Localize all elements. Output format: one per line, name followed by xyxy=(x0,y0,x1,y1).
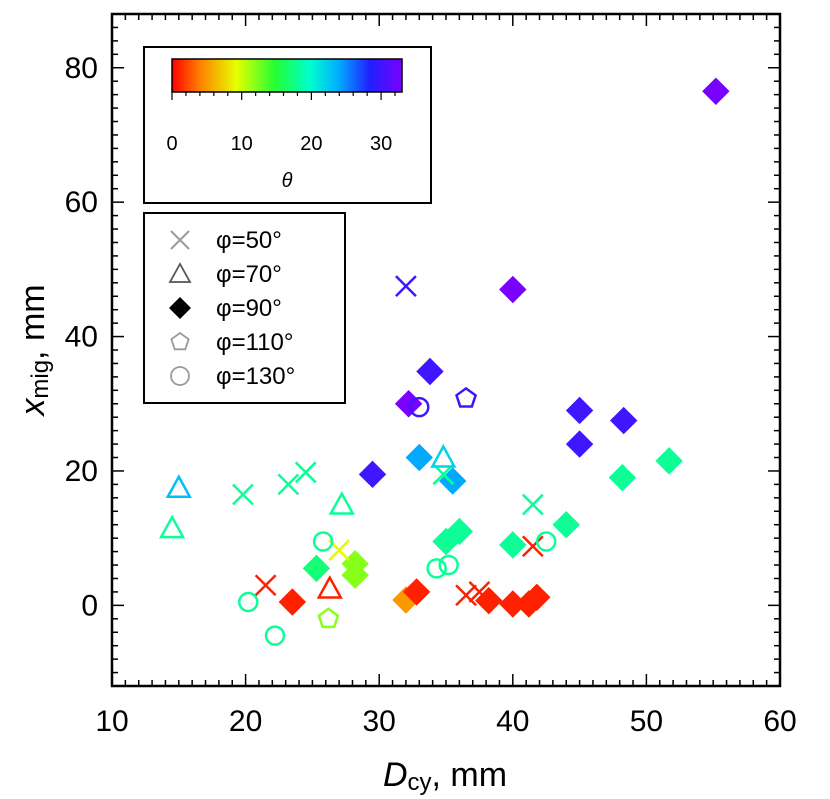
x-axis-label-main: D xyxy=(383,756,408,794)
colorbar-label: θ xyxy=(282,170,293,192)
data-point-x xyxy=(232,483,254,506)
legend-item: φ=70° xyxy=(168,261,282,288)
data-point-triangle xyxy=(159,514,186,539)
data-point-diamond xyxy=(438,467,467,495)
data-point-pentagon xyxy=(455,386,478,408)
y-tick-label: 40 xyxy=(65,321,98,354)
data-point-diamond xyxy=(565,430,594,458)
data-point-x xyxy=(521,535,544,558)
legend-item: φ=130° xyxy=(170,363,295,390)
colorbar-box: 0 10 20 30 θ xyxy=(143,46,432,204)
legend-label: φ=90° xyxy=(216,295,282,322)
legend-marker-diamond xyxy=(169,297,191,319)
data-point-diamond xyxy=(405,443,433,472)
legend-label: φ=50° xyxy=(216,227,282,254)
y-tick-label: 20 xyxy=(65,455,98,488)
legend-marker-pentagon xyxy=(170,331,190,351)
data-point-diamond xyxy=(609,406,638,435)
data-point-diamond xyxy=(432,527,460,556)
data-point-diamond xyxy=(358,460,387,489)
axis-tick-labels: 10 20 30 40 50 60 0 20 40 60 80 xyxy=(65,52,797,738)
legend-item: φ=50° xyxy=(170,227,282,254)
data-point-circle xyxy=(438,554,459,576)
data-point-diamond xyxy=(278,588,307,616)
y-axis-label-main: x xyxy=(14,398,52,418)
y-axis-label: xmig, mm xyxy=(14,284,54,417)
data-point-triangle xyxy=(316,574,343,599)
data-point-diamond xyxy=(499,531,527,559)
x-tick-label: 50 xyxy=(630,705,663,738)
y-tick-label: 80 xyxy=(65,52,98,85)
data-point-diamond xyxy=(416,357,444,386)
data-point-diamond xyxy=(499,275,527,304)
data-point-circle xyxy=(409,396,430,418)
colorbar-ticks: 0 10 20 30 xyxy=(166,92,396,155)
x-axis-label-sub: cy xyxy=(408,769,432,796)
colorbar-gradient xyxy=(171,58,403,93)
data-point-triangle xyxy=(328,490,355,515)
data-point-triangle xyxy=(165,474,192,499)
data-point-circle xyxy=(426,558,447,579)
legend-label: φ=130° xyxy=(216,363,295,390)
data-point-pentagon xyxy=(317,607,340,629)
x-tick-label: 40 xyxy=(496,705,529,738)
data-point-triangle xyxy=(430,443,457,468)
x-tick-label: 20 xyxy=(229,705,262,738)
legend: φ=50° φ=70° φ=90° φ=110° φ=130° xyxy=(143,212,346,404)
colorbar-tick-label: 10 xyxy=(231,133,253,155)
data-point-diamond xyxy=(702,77,730,105)
data-point-diamond xyxy=(523,583,551,612)
data-point-diamond xyxy=(655,447,683,475)
data-point-circle xyxy=(238,591,259,613)
colorbar-tick-label: 0 xyxy=(166,133,177,155)
legend-marker-x xyxy=(170,230,190,250)
x-axis-label-unit: , mm xyxy=(432,756,508,794)
data-point-x xyxy=(521,493,544,516)
legend-item: φ=110° xyxy=(170,329,293,356)
legend-marker-circle xyxy=(170,366,190,386)
data-point-circle xyxy=(535,531,557,552)
y-axis-label-sub: mig xyxy=(27,360,54,399)
data-point-diamond xyxy=(608,463,637,492)
colorbar-tick-label: 30 xyxy=(370,133,392,155)
data-point-x xyxy=(395,275,417,298)
data-points xyxy=(159,77,730,646)
data-point-circle xyxy=(264,625,286,646)
axis-ticks xyxy=(111,14,781,686)
legend-item: φ=90° xyxy=(169,295,282,322)
y-tick-label: 60 xyxy=(65,186,98,219)
data-point-x xyxy=(277,473,300,496)
colorbar-tick-label: 20 xyxy=(300,133,322,155)
x-tick-label: 10 xyxy=(95,705,128,738)
data-point-x xyxy=(294,461,317,484)
x-tick-label: 30 xyxy=(363,705,396,738)
x-axis-label: Dcy, mm xyxy=(383,756,507,796)
data-point-diamond xyxy=(302,554,331,583)
legend-label: φ=70° xyxy=(216,261,282,288)
data-point-x xyxy=(468,581,491,603)
data-point-diamond xyxy=(552,511,580,539)
legend-label: φ=110° xyxy=(216,329,293,356)
x-tick-label: 60 xyxy=(763,705,796,738)
data-point-x xyxy=(455,584,477,607)
data-point-circle xyxy=(312,531,334,552)
data-point-diamond xyxy=(394,390,423,418)
data-point-diamond xyxy=(565,396,594,425)
legend-marker-triangle xyxy=(168,262,192,283)
data-point-diamond xyxy=(402,578,431,606)
y-tick-label: 0 xyxy=(81,589,98,622)
data-point-x xyxy=(254,574,277,597)
y-axis-label-unit: , mm xyxy=(14,284,52,360)
